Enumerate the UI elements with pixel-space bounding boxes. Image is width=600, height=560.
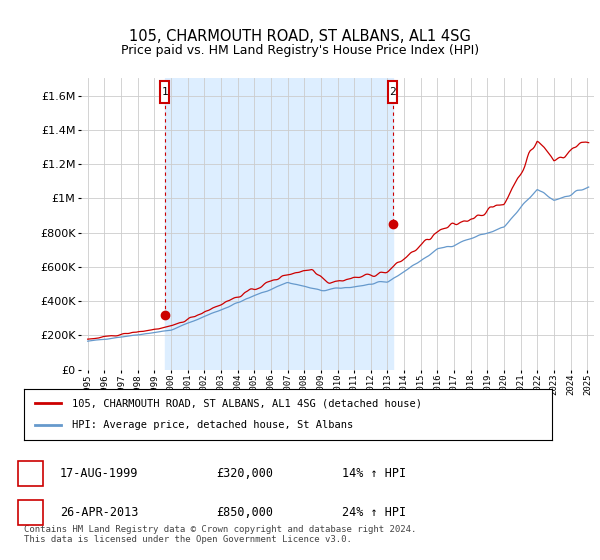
Text: Price paid vs. HM Land Registry's House Price Index (HPI): Price paid vs. HM Land Registry's House …: [121, 44, 479, 57]
Text: 14% ↑ HPI: 14% ↑ HPI: [342, 466, 406, 480]
Text: 24% ↑ HPI: 24% ↑ HPI: [342, 506, 406, 519]
Text: 105, CHARMOUTH ROAD, ST ALBANS, AL1 4SG: 105, CHARMOUTH ROAD, ST ALBANS, AL1 4SG: [129, 29, 471, 44]
Text: 105, CHARMOUTH ROAD, ST ALBANS, AL1 4SG (detached house): 105, CHARMOUTH ROAD, ST ALBANS, AL1 4SG …: [71, 398, 422, 408]
Text: 26-APR-2013: 26-APR-2013: [60, 506, 139, 519]
Text: Contains HM Land Registry data © Crown copyright and database right 2024.
This d: Contains HM Land Registry data © Crown c…: [24, 525, 416, 544]
Text: 1: 1: [27, 466, 34, 480]
Text: HPI: Average price, detached house, St Albans: HPI: Average price, detached house, St A…: [71, 421, 353, 431]
Text: 2: 2: [27, 506, 34, 519]
Text: 2: 2: [389, 87, 396, 97]
Text: 17-AUG-1999: 17-AUG-1999: [60, 466, 139, 480]
FancyBboxPatch shape: [160, 81, 169, 103]
Text: 1: 1: [161, 87, 168, 97]
Text: £320,000: £320,000: [216, 466, 273, 480]
Bar: [165, 78, 393, 370]
Text: £850,000: £850,000: [216, 506, 273, 519]
FancyBboxPatch shape: [388, 81, 397, 103]
